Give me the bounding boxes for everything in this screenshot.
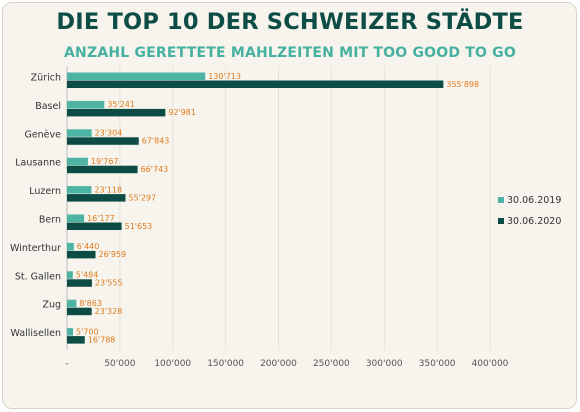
bar-30-06-2020 [67,336,85,344]
legend-label-2019: 30.06.2019 [507,195,562,206]
bar-30-06-2019 [67,214,85,222]
data-label: 26'959 [99,250,127,259]
data-label: 355'898 [446,80,479,89]
bar-30-06-2020 [67,307,92,316]
data-label: 8'863 [79,299,102,308]
data-label: 23'328 [95,307,123,316]
category-label: St. Gallen [15,271,61,282]
bar-30-06-2019 [67,242,74,251]
bar-30-06-2020 [67,194,126,202]
category-label: Zug [42,300,61,311]
bar-30-06-2019 [67,100,105,109]
x-tick-label: 200'000 [260,359,297,369]
data-label: 51'653 [125,222,153,231]
bar-30-06-2020 [67,165,138,174]
x-tick-label: 350'000 [419,359,456,369]
x-tick-label: 150'000 [207,359,244,369]
bar-30-06-2020 [67,250,96,259]
category-label: Basel [35,101,61,112]
bar-30-06-2019 [67,271,73,279]
bar-30-06-2020 [67,108,166,117]
data-label: 5'700 [76,327,99,336]
data-label: 16'177 [87,214,115,223]
legend-swatch-2019 [498,197,504,203]
category-label: Winterthur [10,243,61,254]
bar-30-06-2019 [67,328,74,336]
data-label: 35'241 [107,100,135,109]
data-label: 23'118 [94,185,122,194]
bar-30-06-2019 [67,72,206,80]
chart-card [2,2,577,409]
category-label: Luzern [29,186,61,197]
category-label: Bern [39,215,61,226]
legend-item-2020: 30.06.2020 [498,216,561,227]
bar-30-06-2019 [67,129,92,137]
x-tick-label: - [65,359,68,369]
data-label: 23'555 [95,279,123,288]
data-label: 92'981 [168,108,196,117]
data-label: 66'743 [141,165,169,174]
data-label: 23'304 [95,129,123,138]
data-label: 5'484 [76,271,99,280]
legend-swatch-2020 [498,218,504,224]
data-label: 55'297 [128,193,156,202]
category-label: Lausanne [15,158,61,169]
data-label: 19'767 [91,157,119,166]
category-label: Wallisellen [11,328,61,339]
legend-label-2020: 30.06.2020 [507,216,562,227]
data-label: 16'788 [88,335,116,344]
bar-30-06-2019 [67,157,88,166]
legend-item-2019: 30.06.2019 [498,195,561,206]
legend: 30.06.2019 30.06.2020 [498,195,561,227]
chart-subtitle: ANZAHL GERETTETE MAHLZEITEN MIT TOO GOOD… [64,45,516,61]
bar-30-06-2020 [67,222,122,230]
x-tick-label: 100'000 [154,359,191,369]
bar-30-06-2019 [67,299,77,308]
bar-30-06-2020 [67,279,92,287]
bar-30-06-2020 [67,137,139,145]
x-tick-label: 50'000 [104,359,135,369]
bar-30-06-2020 [67,80,444,88]
data-label: 6'440 [77,242,100,251]
bar-30-06-2019 [67,186,92,194]
category-label: Zürich [31,73,61,84]
data-label: 130'713 [208,72,241,81]
data-label: 67'843 [142,137,170,146]
chart-title: DIE TOP 10 DER SCHWEIZER STÄDTE [56,9,524,35]
x-tick-label: 250'000 [313,359,350,369]
category-label: Genève [24,129,61,140]
x-tick-label: 300'000 [366,359,403,369]
x-tick-label: 400'000 [472,359,509,369]
